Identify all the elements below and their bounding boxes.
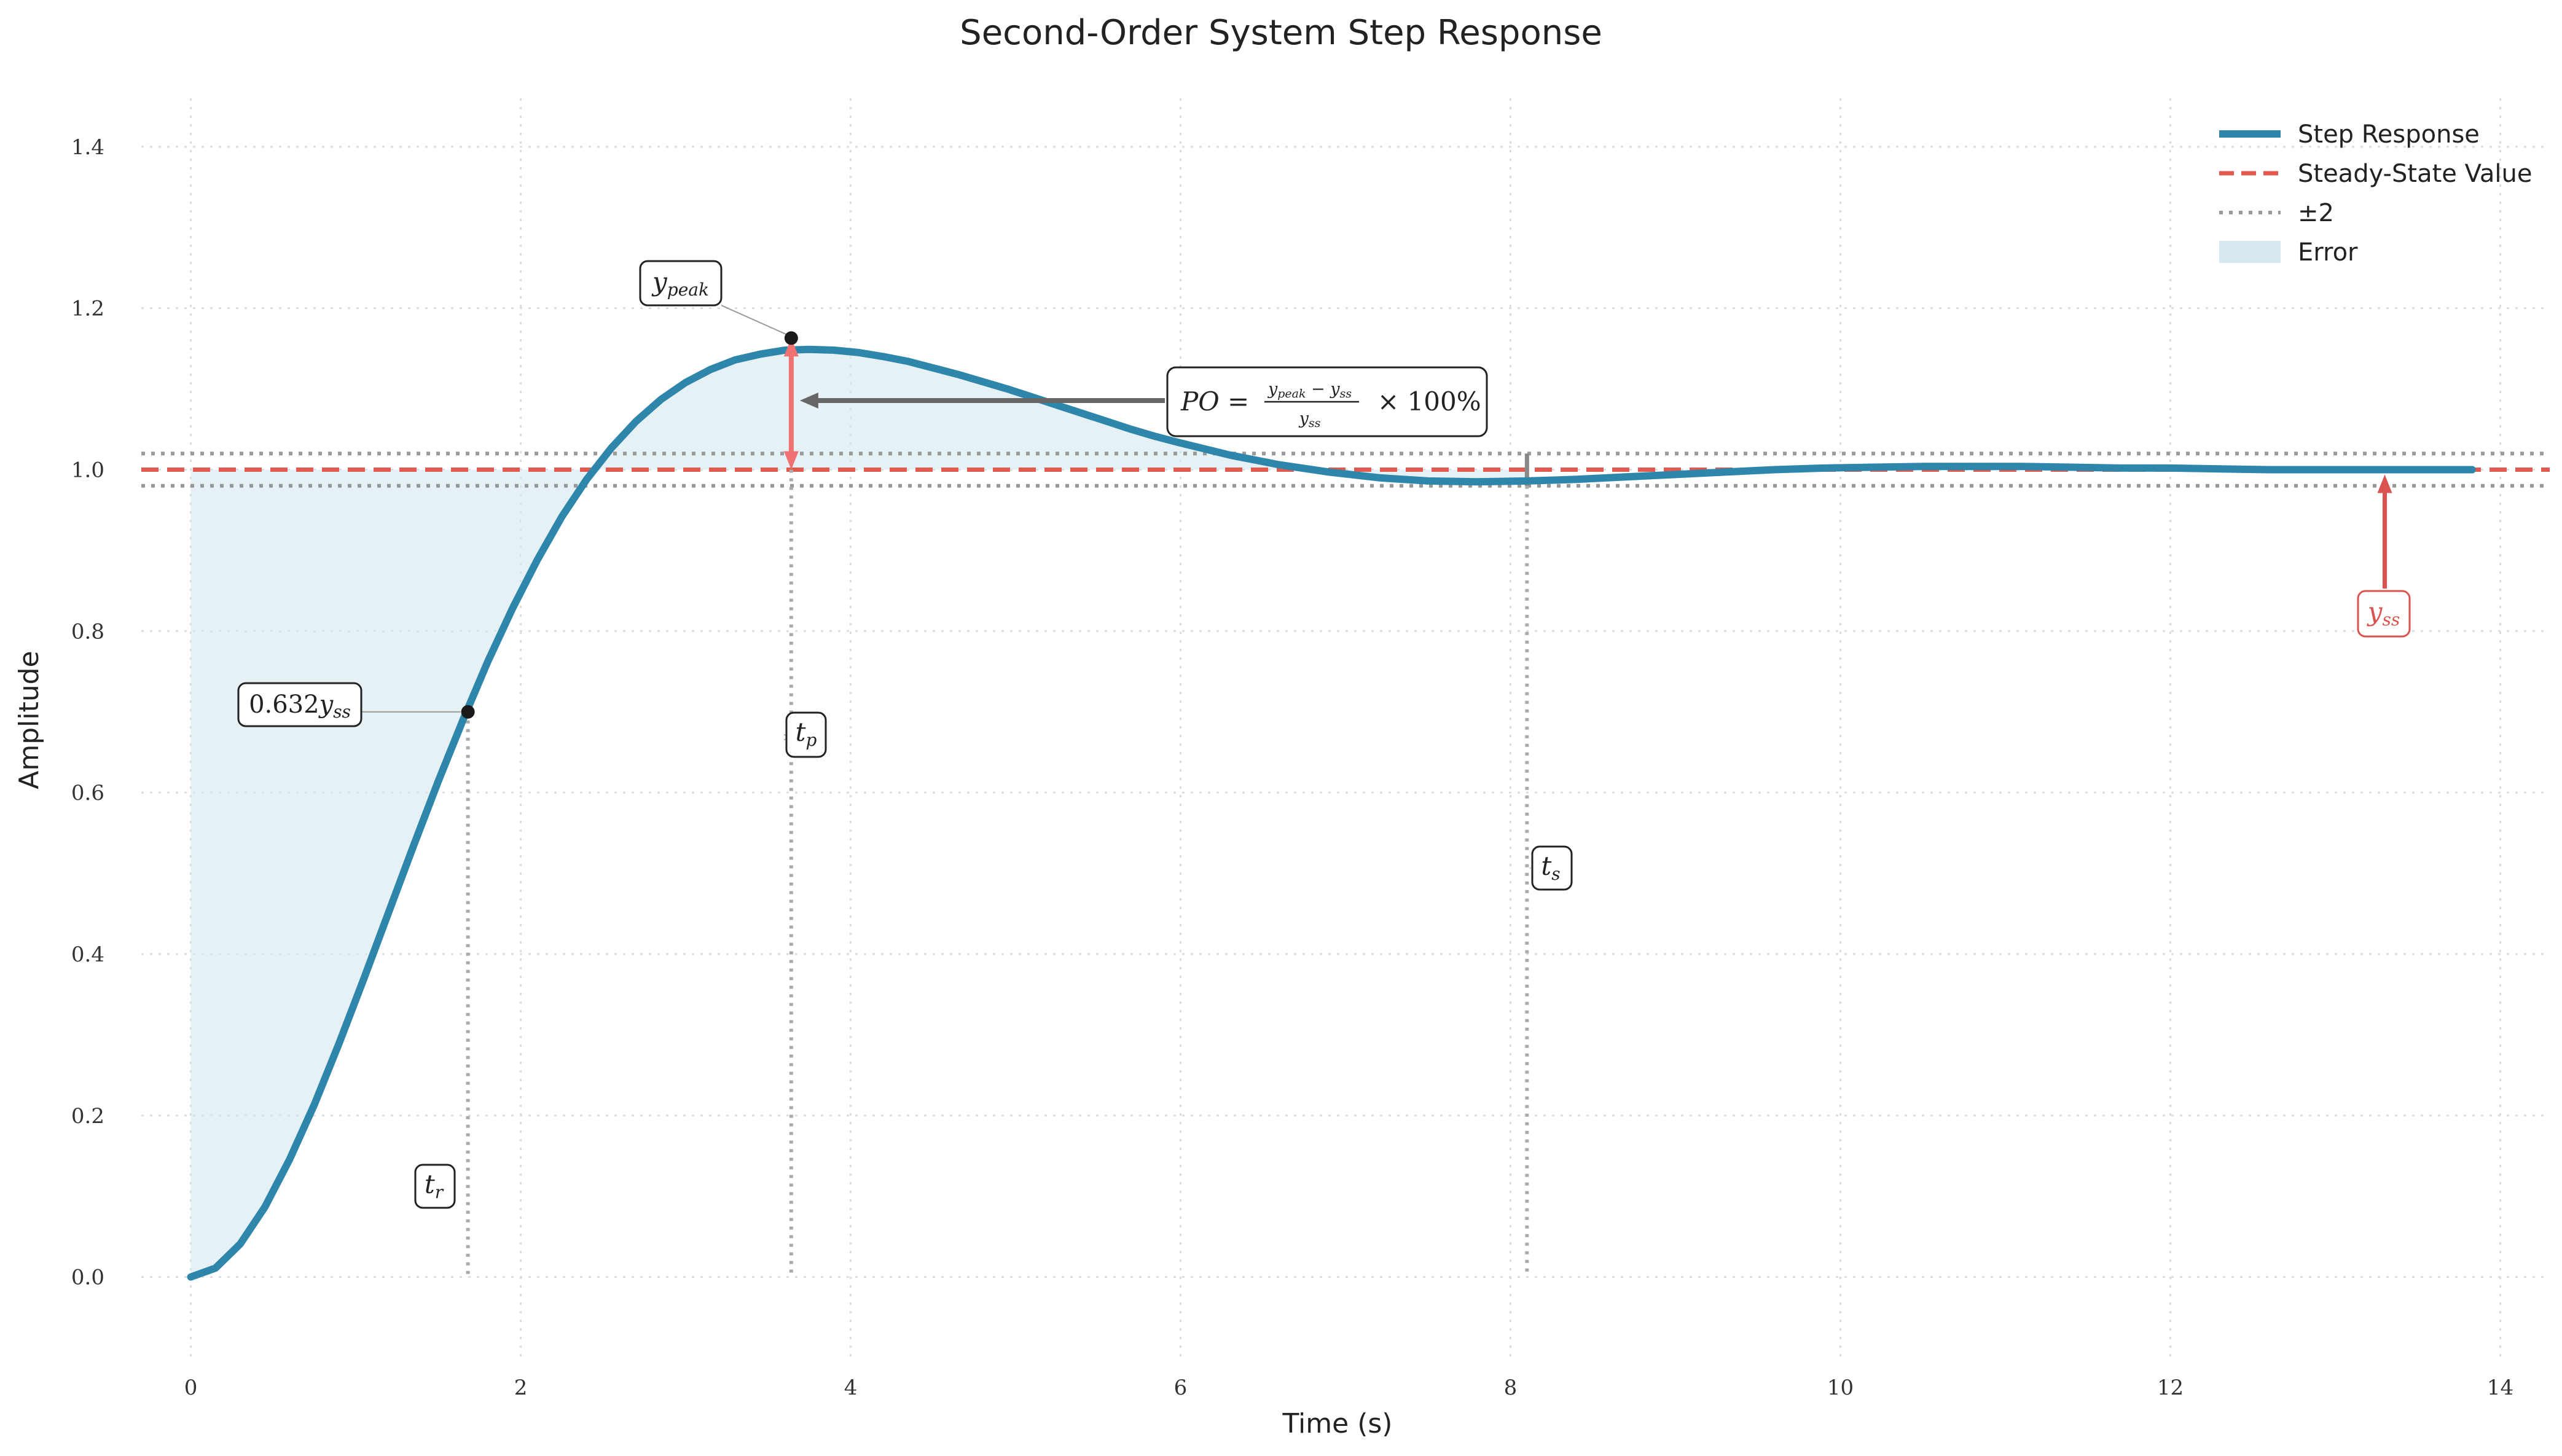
legend: Step Response Steady-State Value ±2 Erro…	[2219, 120, 2532, 267]
legend-label-band: ±2	[2298, 199, 2334, 227]
svg-text:yss: yss	[1299, 409, 1321, 430]
y-tick-label: 0.4	[71, 942, 104, 967]
tr-label-box: tr	[414, 1164, 456, 1209]
x-axis-label: Time (s)	[1282, 1408, 1393, 1439]
legend-label-step-response: Step Response	[2298, 120, 2480, 149]
peak-leader-line	[721, 305, 787, 335]
svg-text:× 100%: × 100%	[1377, 386, 1481, 417]
x-tick-label: 14	[2487, 1376, 2513, 1400]
y-tick-label: 0.6	[71, 781, 104, 805]
peak-point	[784, 331, 798, 345]
y-tick-label: 0.2	[71, 1104, 104, 1129]
x-tick-label: 12	[2157, 1376, 2184, 1400]
legend-swatch-error	[2219, 241, 2281, 263]
po-formula-box: PO = ypeak − yss yss × 100%	[1166, 366, 1488, 437]
svg-text:tr: tr	[425, 1169, 444, 1202]
po-arrow-head	[799, 393, 818, 409]
grid-lines	[141, 98, 2550, 1358]
y-tick-label: 1.0	[71, 458, 104, 482]
error-area	[190, 349, 1527, 1277]
overshoot-arrow-head-up	[783, 338, 799, 357]
overshoot-arrow-head-down	[783, 451, 799, 470]
tp-label-box: tp	[785, 711, 827, 758]
x-tick-label: 4	[844, 1376, 858, 1400]
yss-label-box: yss	[2357, 590, 2411, 638]
x-tick-label: 2	[514, 1376, 528, 1400]
y-tick-label: 1.2	[71, 297, 104, 321]
yss-arrow-head	[2377, 474, 2392, 493]
x-tick-label: 0	[184, 1376, 198, 1400]
x-tick-label: 8	[1504, 1376, 1518, 1400]
svg-text:tp: tp	[796, 717, 817, 750]
y-tick-label: 0.8	[71, 619, 104, 644]
svg-text:0.632yss: 0.632yss	[249, 691, 351, 722]
peak-label-box: ypeak	[639, 260, 723, 307]
y-tick-label: 0.0	[71, 1266, 104, 1290]
legend-label-error: Error	[2298, 238, 2358, 267]
y-tick-labels: 0.0 0.2 0.4 0.6 0.8 1.0 1.2 1.4	[71, 135, 104, 1290]
x-tick-labels: 0 2 4 6 8 10 12 14	[184, 1376, 2513, 1400]
x-tick-label: 6	[1174, 1376, 1188, 1400]
x-tick-label: 10	[1827, 1376, 1854, 1400]
chart-title: Second-Order System Step Response	[960, 13, 1602, 53]
y-tick-label: 1.4	[71, 135, 104, 160]
rise-point	[461, 705, 475, 719]
legend-label-steady-state: Steady-State Value	[2298, 160, 2532, 188]
rise-label-box: 0.632yss	[237, 682, 362, 727]
svg-text:PO =: PO =	[1180, 386, 1249, 417]
step-response-line	[187, 345, 2476, 1281]
ts-label-box: ts	[1531, 845, 1573, 891]
y-axis-label: Amplitude	[14, 651, 45, 789]
